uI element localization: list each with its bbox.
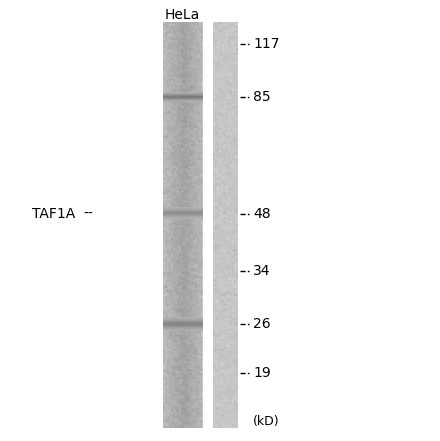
Bar xyxy=(163,22,202,428)
Text: 26: 26 xyxy=(253,317,271,331)
Text: 19: 19 xyxy=(253,366,271,380)
Bar xyxy=(213,22,238,428)
Text: --: -- xyxy=(84,207,93,221)
Text: 117: 117 xyxy=(253,37,279,51)
Text: 85: 85 xyxy=(253,90,271,104)
Text: TAF1A: TAF1A xyxy=(32,207,75,221)
Text: 48: 48 xyxy=(253,207,271,221)
Text: 34: 34 xyxy=(253,264,271,278)
Text: HeLa: HeLa xyxy=(165,8,200,22)
Text: (kD): (kD) xyxy=(253,415,280,428)
